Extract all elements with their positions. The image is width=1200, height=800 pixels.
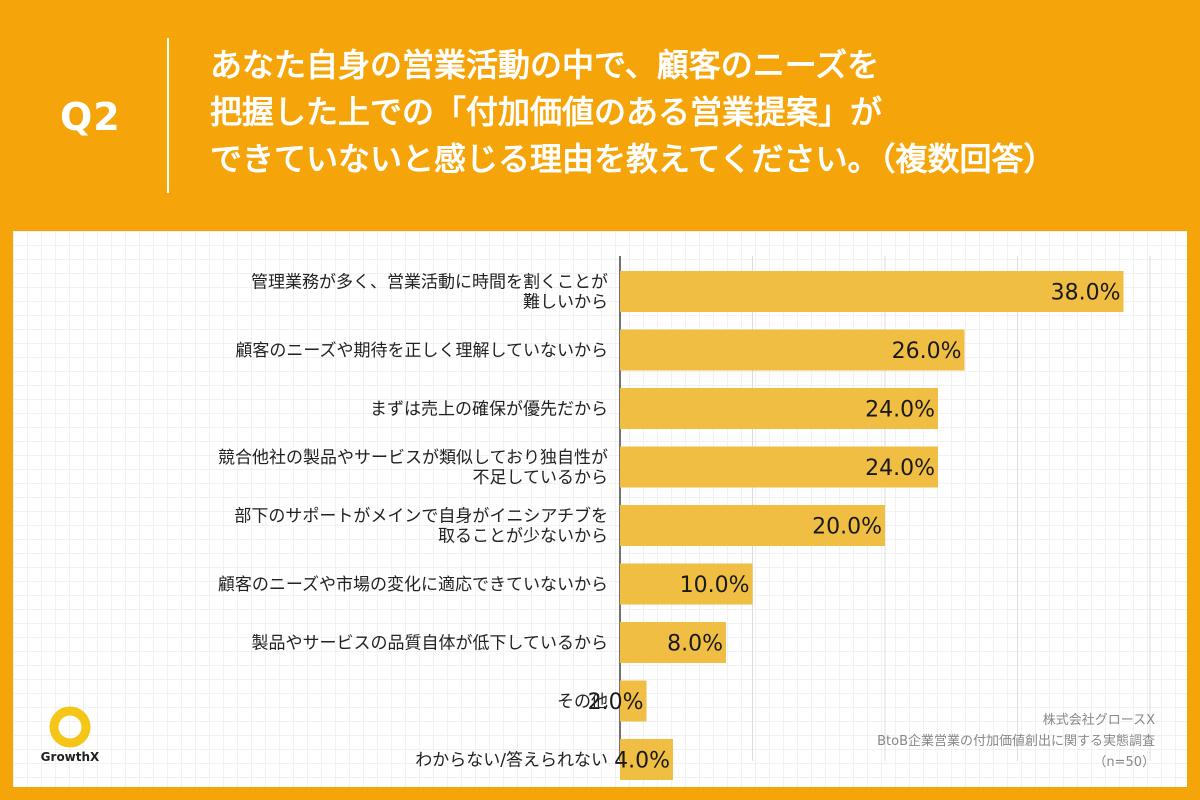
question-title: あなた自身の営業活動の中で、顧客のニーズを 把握した上での「付加価値のある営業提…	[210, 42, 1170, 183]
value-label: 24.0%	[865, 456, 935, 481]
footnote-sample: （n=50）	[1093, 755, 1155, 770]
bar	[620, 388, 938, 429]
category-label: 部下のサポートがメインで自身がイニシアチブを	[234, 506, 608, 527]
bar	[620, 739, 673, 780]
bar	[620, 446, 938, 488]
bar	[620, 622, 726, 663]
category-label: 管理業務が多く、営業活動に時間を割くことが	[251, 273, 608, 293]
bar	[620, 563, 753, 605]
category-label: 競合他社の製品やサービスが類似しており独自性が	[218, 448, 608, 468]
question-title-line: できていないと感じる理由を教えてください。（複数回答）	[210, 140, 1056, 178]
category-label: 顧客のニーズや期待を正しく理解していないから	[235, 341, 608, 361]
question-number: Q2	[60, 95, 121, 139]
header-divider	[167, 38, 169, 193]
bar	[620, 680, 647, 722]
logo-text: GrowthX	[40, 750, 100, 764]
value-label: 20.0%	[812, 515, 882, 540]
value-label: 24.0%	[865, 398, 935, 423]
question-title-line: 把握した上での「付加価値のある営業提案」が	[210, 93, 883, 131]
hexagon-ring-icon	[49, 706, 91, 748]
bar	[620, 329, 965, 371]
category-label: 難しいから	[523, 293, 608, 313]
value-label: 2.0%	[588, 690, 644, 715]
category-label: まずは売上の確保が優先だから	[370, 400, 608, 420]
question-title-line: あなた自身の営業活動の中で、顧客のニーズを	[210, 46, 880, 84]
category-label: 取ることが少ないから	[438, 527, 608, 547]
value-label: 26.0%	[892, 339, 962, 364]
category-label: 不足しているから	[473, 468, 609, 488]
footnote-company: 株式会社グロースX	[1042, 713, 1155, 728]
bar	[620, 271, 1124, 312]
footnote: 株式会社グロースX BtoB企業営業の付加価値創出に関する実態調査 （n=50）	[877, 710, 1155, 773]
category-label: わからない/答えられない	[415, 751, 608, 771]
value-label: 4.0%	[614, 749, 670, 774]
category-label: 製品やサービスの品質自体が低下しているから	[252, 634, 609, 654]
growthx-logo: GrowthX	[30, 705, 110, 775]
value-label: 38.0%	[1051, 281, 1121, 306]
category-label: 顧客のニーズや市場の変化に適応できていないから	[218, 575, 608, 595]
footnote-survey: BtoB企業営業の付加価値創出に関する実態調査	[877, 734, 1155, 749]
header: Q2 あなた自身の営業活動の中で、顧客のニーズを 把握した上での「付加価値のある…	[0, 0, 1200, 225]
category-label: その他	[557, 692, 608, 712]
value-label: 8.0%	[667, 632, 723, 657]
chart-panel: 38.0% 管理業務が多く、営業活動に時間を割くことが 難しいから 26.0% 顧客のニ…	[13, 231, 1187, 787]
bar	[620, 505, 885, 546]
value-label: 10.0%	[680, 573, 750, 598]
